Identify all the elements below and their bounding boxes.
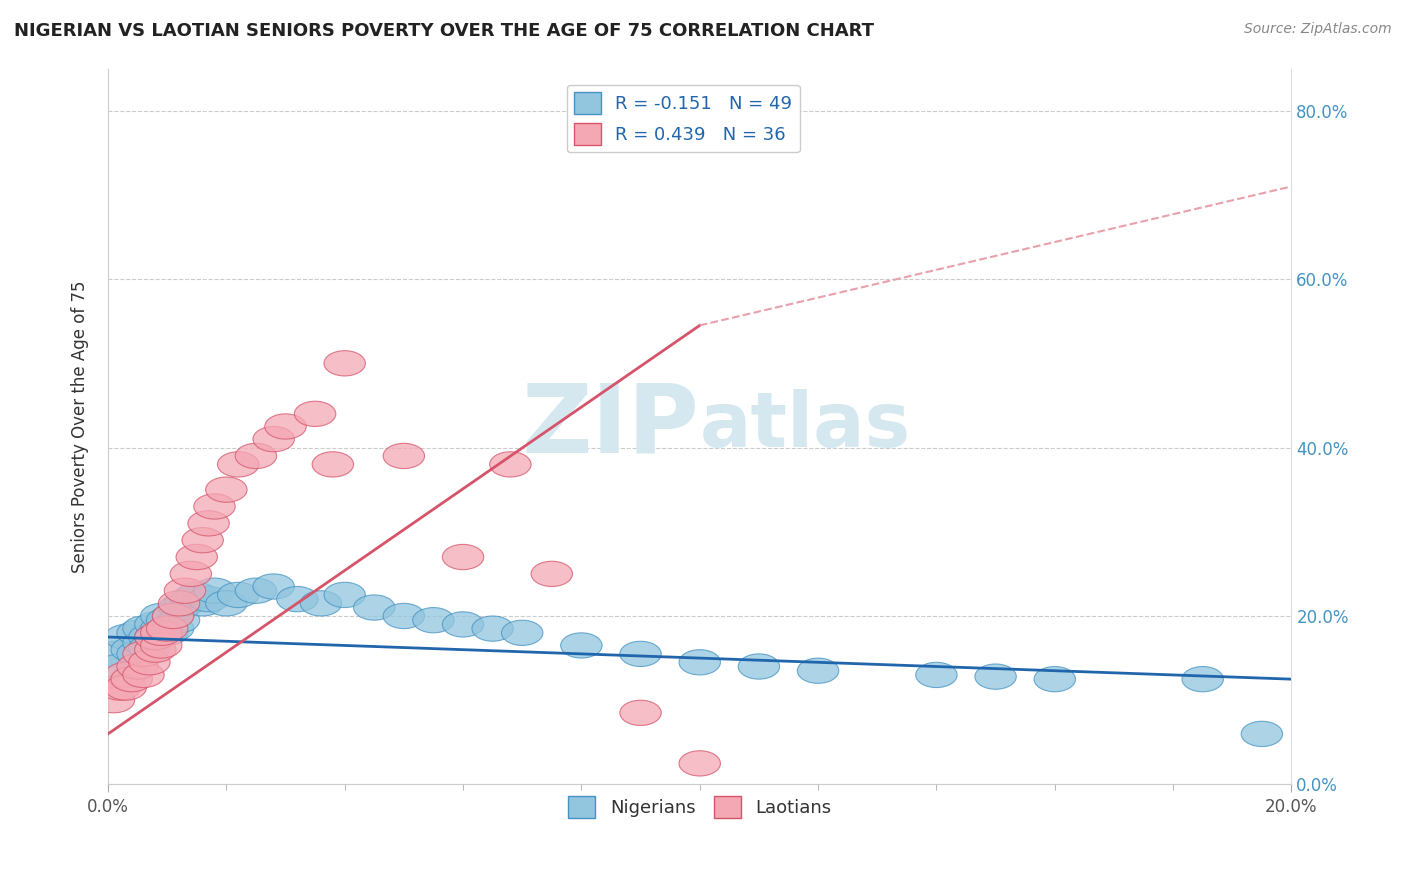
Ellipse shape bbox=[531, 561, 572, 587]
Ellipse shape bbox=[135, 624, 176, 649]
Ellipse shape bbox=[974, 664, 1017, 690]
Ellipse shape bbox=[620, 641, 661, 666]
Ellipse shape bbox=[141, 620, 181, 646]
Ellipse shape bbox=[176, 544, 218, 570]
Ellipse shape bbox=[165, 591, 205, 616]
Ellipse shape bbox=[146, 616, 188, 641]
Ellipse shape bbox=[561, 632, 602, 658]
Ellipse shape bbox=[502, 620, 543, 646]
Ellipse shape bbox=[353, 595, 395, 620]
Ellipse shape bbox=[301, 591, 342, 616]
Ellipse shape bbox=[111, 637, 152, 662]
Ellipse shape bbox=[170, 561, 211, 587]
Ellipse shape bbox=[205, 477, 247, 502]
Ellipse shape bbox=[141, 616, 181, 641]
Ellipse shape bbox=[98, 654, 141, 679]
Ellipse shape bbox=[93, 688, 135, 713]
Ellipse shape bbox=[443, 544, 484, 570]
Ellipse shape bbox=[159, 591, 200, 616]
Ellipse shape bbox=[111, 666, 152, 692]
Ellipse shape bbox=[141, 603, 181, 629]
Ellipse shape bbox=[135, 637, 176, 662]
Ellipse shape bbox=[323, 351, 366, 376]
Text: atlas: atlas bbox=[700, 390, 911, 464]
Y-axis label: Seniors Poverty Over the Age of 75: Seniors Poverty Over the Age of 75 bbox=[72, 280, 89, 573]
Text: ZIP: ZIP bbox=[522, 380, 700, 473]
Ellipse shape bbox=[105, 675, 146, 700]
Ellipse shape bbox=[218, 451, 259, 477]
Ellipse shape bbox=[122, 662, 165, 688]
Ellipse shape bbox=[620, 700, 661, 725]
Ellipse shape bbox=[253, 426, 294, 451]
Ellipse shape bbox=[205, 591, 247, 616]
Ellipse shape bbox=[170, 587, 211, 612]
Ellipse shape bbox=[489, 451, 531, 477]
Ellipse shape bbox=[312, 451, 353, 477]
Ellipse shape bbox=[235, 578, 277, 603]
Ellipse shape bbox=[679, 649, 720, 675]
Ellipse shape bbox=[165, 578, 205, 603]
Ellipse shape bbox=[253, 574, 294, 599]
Ellipse shape bbox=[176, 582, 218, 607]
Ellipse shape bbox=[117, 620, 159, 646]
Ellipse shape bbox=[117, 641, 159, 666]
Ellipse shape bbox=[384, 603, 425, 629]
Ellipse shape bbox=[194, 494, 235, 519]
Ellipse shape bbox=[413, 607, 454, 632]
Ellipse shape bbox=[105, 624, 146, 649]
Ellipse shape bbox=[135, 624, 176, 649]
Ellipse shape bbox=[277, 587, 318, 612]
Text: Source: ZipAtlas.com: Source: ZipAtlas.com bbox=[1244, 22, 1392, 37]
Ellipse shape bbox=[129, 649, 170, 675]
Ellipse shape bbox=[294, 401, 336, 426]
Ellipse shape bbox=[152, 603, 194, 629]
Ellipse shape bbox=[122, 641, 165, 666]
Ellipse shape bbox=[194, 578, 235, 603]
Ellipse shape bbox=[129, 624, 170, 649]
Ellipse shape bbox=[915, 662, 957, 688]
Ellipse shape bbox=[264, 414, 307, 439]
Ellipse shape bbox=[117, 654, 159, 679]
Ellipse shape bbox=[323, 582, 366, 607]
Ellipse shape bbox=[1241, 722, 1282, 747]
Ellipse shape bbox=[181, 527, 224, 553]
Ellipse shape bbox=[384, 443, 425, 468]
Ellipse shape bbox=[135, 612, 176, 637]
Ellipse shape bbox=[93, 641, 135, 666]
Ellipse shape bbox=[472, 616, 513, 641]
Ellipse shape bbox=[1182, 666, 1223, 692]
Ellipse shape bbox=[105, 662, 146, 688]
Ellipse shape bbox=[443, 612, 484, 637]
Ellipse shape bbox=[122, 631, 165, 656]
Ellipse shape bbox=[188, 511, 229, 536]
Text: NIGERIAN VS LAOTIAN SENIORS POVERTY OVER THE AGE OF 75 CORRELATION CHART: NIGERIAN VS LAOTIAN SENIORS POVERTY OVER… bbox=[14, 22, 875, 40]
Ellipse shape bbox=[152, 603, 194, 629]
Legend: Nigerians, Laotians: Nigerians, Laotians bbox=[561, 789, 838, 825]
Ellipse shape bbox=[146, 607, 188, 632]
Ellipse shape bbox=[152, 616, 194, 641]
Ellipse shape bbox=[218, 582, 259, 607]
Ellipse shape bbox=[188, 587, 229, 612]
Ellipse shape bbox=[235, 443, 277, 468]
Ellipse shape bbox=[141, 632, 181, 658]
Ellipse shape bbox=[98, 675, 141, 700]
Ellipse shape bbox=[129, 635, 170, 661]
Ellipse shape bbox=[797, 658, 839, 683]
Ellipse shape bbox=[679, 751, 720, 776]
Ellipse shape bbox=[159, 595, 200, 620]
Ellipse shape bbox=[146, 620, 188, 646]
Ellipse shape bbox=[159, 607, 200, 632]
Ellipse shape bbox=[122, 616, 165, 641]
Ellipse shape bbox=[738, 654, 779, 679]
Ellipse shape bbox=[1033, 666, 1076, 692]
Ellipse shape bbox=[181, 591, 224, 616]
